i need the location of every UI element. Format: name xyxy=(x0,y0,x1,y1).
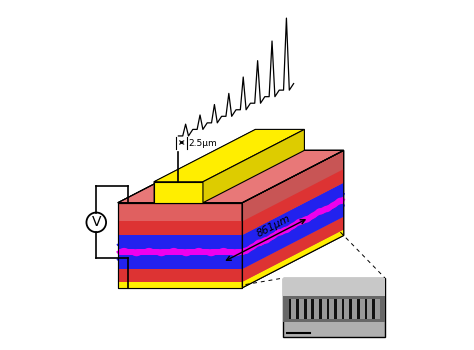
Bar xyxy=(375,299,380,319)
Polygon shape xyxy=(154,182,203,203)
Polygon shape xyxy=(154,130,304,182)
Bar xyxy=(342,299,345,319)
Bar xyxy=(307,299,311,319)
Bar xyxy=(299,299,304,319)
Bar xyxy=(314,299,319,319)
Bar xyxy=(296,299,299,319)
Bar xyxy=(283,278,385,302)
Polygon shape xyxy=(118,256,242,269)
Bar xyxy=(292,299,296,319)
Bar xyxy=(327,299,329,319)
Polygon shape xyxy=(242,203,344,269)
Polygon shape xyxy=(118,248,242,256)
Polygon shape xyxy=(242,150,344,288)
Bar xyxy=(311,299,314,319)
Polygon shape xyxy=(242,217,344,282)
Text: 2.5μm: 2.5μm xyxy=(188,139,217,148)
Bar xyxy=(319,299,322,319)
Text: V: V xyxy=(91,215,101,229)
Polygon shape xyxy=(118,222,242,235)
Bar xyxy=(360,299,365,319)
Bar xyxy=(352,299,357,319)
Polygon shape xyxy=(118,150,344,203)
Polygon shape xyxy=(203,130,304,203)
Bar xyxy=(334,299,337,319)
Bar xyxy=(283,278,385,337)
Polygon shape xyxy=(242,230,344,288)
Polygon shape xyxy=(118,150,344,203)
Polygon shape xyxy=(242,183,344,248)
Polygon shape xyxy=(118,203,242,288)
Polygon shape xyxy=(242,196,344,256)
Bar xyxy=(304,299,307,319)
Polygon shape xyxy=(118,235,242,248)
Bar xyxy=(367,299,372,319)
Bar xyxy=(283,296,385,322)
Polygon shape xyxy=(118,282,242,288)
Text: 861μm: 861μm xyxy=(255,213,292,239)
Polygon shape xyxy=(154,130,255,203)
Bar xyxy=(357,299,360,319)
Bar xyxy=(345,299,349,319)
Bar xyxy=(289,299,292,319)
Polygon shape xyxy=(118,269,242,282)
Bar xyxy=(365,299,367,319)
Bar xyxy=(349,299,352,319)
Bar xyxy=(372,299,375,319)
Bar xyxy=(337,299,342,319)
Bar xyxy=(322,299,327,319)
Polygon shape xyxy=(242,169,344,235)
Bar xyxy=(329,299,334,319)
